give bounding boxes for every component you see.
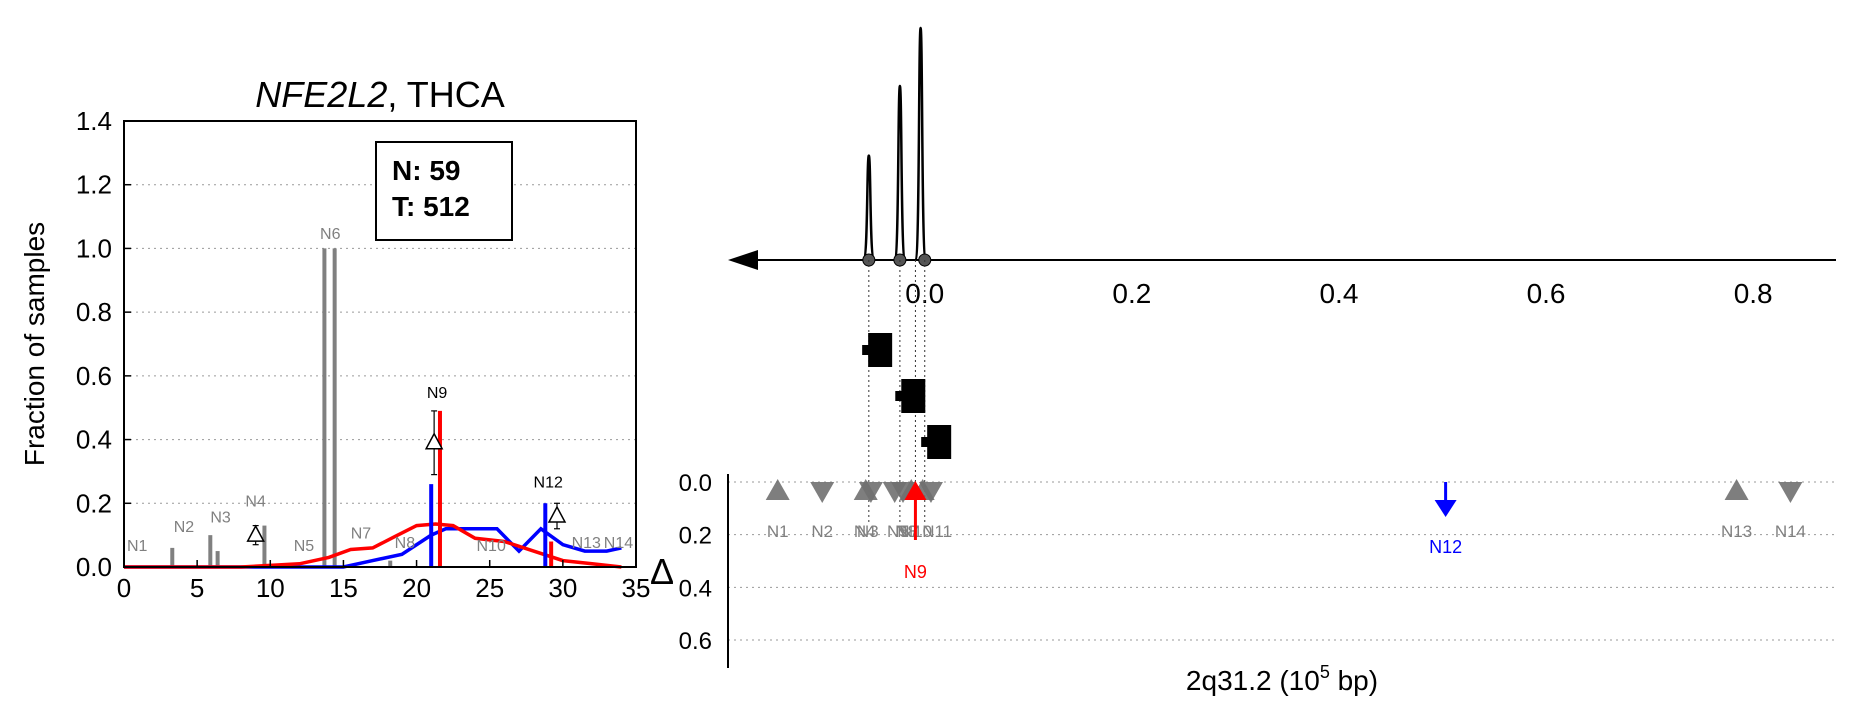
marker-label: N7 — [897, 522, 919, 541]
marker-label: N9 — [904, 562, 927, 582]
x-tick-label: 0.8 — [1734, 278, 1773, 309]
red-density-curve — [124, 522, 622, 569]
y-tick-label: 0.4 — [76, 425, 112, 455]
marker-down-icon — [810, 482, 835, 503]
marker-label: N13 — [1721, 522, 1752, 541]
x-axis-label-prefix: 2q31.2 (10 — [1186, 665, 1320, 696]
segment-box-stub — [895, 391, 906, 401]
y-tick-label: 0.0 — [679, 470, 712, 497]
arrow-down-icon — [1434, 500, 1457, 517]
marker-label: N14 — [1775, 522, 1806, 541]
marker-label: N3 — [857, 522, 879, 541]
marker-label: N1 — [767, 522, 789, 541]
chart-title: NFE2L2, THCA — [255, 74, 504, 115]
bar-label: N9 — [427, 385, 448, 402]
bar-label: N14 — [604, 535, 633, 552]
axis-arrow-icon — [728, 250, 758, 270]
density-peak — [893, 84, 907, 262]
x-tick-label: 30 — [548, 573, 577, 603]
bar-label: N13 — [572, 535, 601, 552]
x-axis-label-exponent: 5 — [1320, 662, 1330, 682]
x-tick-label: 0.4 — [1319, 278, 1358, 309]
marker-up-icon — [765, 479, 790, 500]
segment-box-stub — [862, 345, 873, 355]
peak-density-plot: 0.0 0.2 0.4 0.6 0.8 — [728, 26, 1836, 309]
title-cohort: , THCA — [387, 74, 504, 115]
left-histogram-chart: N1 N2 N3 N4 N5 N6 N7 N8 N9 N10 N12 N13 N14 0 5 10 15 20 25… — [19, 74, 650, 603]
density-peak — [914, 26, 927, 262]
marker-label: N12 — [1429, 537, 1462, 557]
x-tick-label: 0.2 — [1112, 278, 1151, 309]
marker-up-icon — [1724, 479, 1749, 500]
y-axis-label: Δ — [650, 551, 674, 592]
x-axis-label: 2q31.2 (105 bp) — [1186, 662, 1378, 696]
y-axis-label: Fraction of samples — [19, 222, 50, 466]
bar-label: N1 — [127, 538, 148, 555]
y-tick-label: 0.6 — [679, 628, 712, 655]
marker-down-icon — [1778, 482, 1803, 503]
bar-label: N5 — [294, 538, 315, 555]
delta-marker — [547, 505, 567, 523]
x-tick-label: 20 — [402, 573, 431, 603]
y-tick-label: 1.0 — [76, 233, 112, 263]
bar-label: N3 — [210, 509, 231, 526]
arrow-up-icon — [904, 481, 927, 500]
legend-box — [375, 141, 513, 241]
x-tick-label: 0.0 — [905, 278, 944, 309]
bar-label: N7 — [351, 525, 372, 542]
y-tick-label: 0.2 — [76, 488, 112, 518]
y-tick-label: 0.8 — [76, 297, 112, 327]
x-tick-label: 5 — [190, 573, 204, 603]
y-tick-label: 1.2 — [76, 170, 112, 200]
x-tick-label: 35 — [622, 573, 651, 603]
marker-down-icon — [918, 482, 943, 503]
y-tick-label: 0.6 — [76, 361, 112, 391]
marker-label: N5 — [887, 522, 909, 541]
marker-label: N2 — [811, 522, 833, 541]
marker-label: N4 — [854, 522, 876, 541]
y-tick-label: 1.4 — [76, 106, 112, 136]
title-gene: NFE2L2 — [255, 74, 387, 115]
marker-down-icon — [858, 482, 883, 503]
density-peak — [862, 154, 876, 262]
delta-marker — [424, 432, 444, 450]
y-tick-label: 0.4 — [679, 575, 712, 602]
delta-position-plot: 0.00.20.40.6ΔN1N2N3N4N5N7N8N10N11N13N14N… — [650, 260, 1836, 696]
bar-label: N6 — [320, 226, 341, 243]
x-tick-label: 0 — [117, 573, 131, 603]
delta-marker — [246, 524, 265, 542]
bar-label: N2 — [174, 519, 195, 536]
bar-label: N10 — [476, 538, 505, 555]
marker-label: N11 — [922, 522, 952, 541]
x-tick-label: 0.6 — [1527, 278, 1566, 309]
x-tick-label: 15 — [329, 573, 358, 603]
y-tick-label: 0.0 — [76, 552, 112, 582]
bar-label: N4 — [245, 493, 266, 510]
marker-label: N8 — [895, 522, 917, 541]
legend-tumor-count: T: 512 — [392, 191, 470, 222]
x-tick-label: 10 — [256, 573, 285, 603]
legend-normal-count: N: 59 — [392, 155, 460, 186]
x-axis-label-suffix: bp) — [1330, 665, 1378, 696]
bar-label: N8 — [395, 535, 416, 552]
bar-label: N12 — [534, 474, 563, 491]
x-tick-label: 25 — [475, 573, 504, 603]
segment-box-stub — [921, 437, 932, 447]
y-tick-label: 0.2 — [679, 523, 712, 550]
plot-frame — [123, 120, 637, 568]
